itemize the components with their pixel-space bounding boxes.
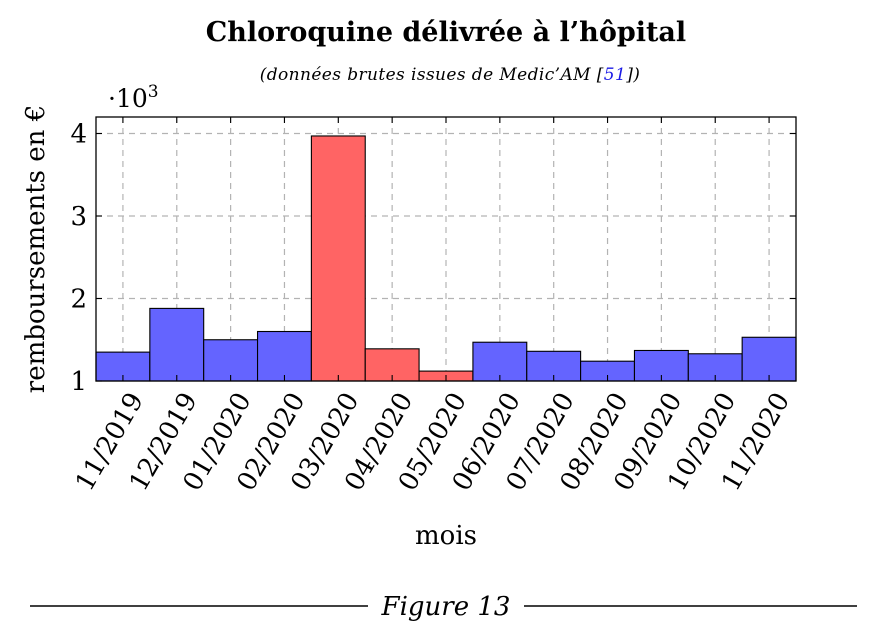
bar-01-2020 [203,339,259,382]
bars [95,135,797,382]
bar-12-2019 [149,307,205,382]
x-tick-labels: 11/201912/201901/202002/202003/202004/20… [70,388,796,497]
chart-title: Chloroquine délivrée à l’hôpital [206,17,686,48]
y-axis-label: remboursements en € [21,105,51,393]
bar-02-2020 [256,330,312,382]
x-axis-label: mois [415,521,477,551]
y-tick-labels: 1 2 3 4 [70,120,87,398]
subtitle-suffix: ]) [625,65,640,85]
bar-03-2020 [310,135,366,382]
axes [95,116,797,382]
y-tick-label: 3 [70,202,87,232]
y-tick-label: 4 [70,120,87,150]
y-axis-multiplier: ·103 [108,82,159,113]
y-tick-label: 2 [70,285,87,315]
y-multiplier-base: ·10 [108,84,148,113]
bar-11-2020 [741,336,797,382]
subtitle-prefix: (données brutes issues de Medic’AM [ [260,65,604,85]
y-tick-label: 1 [70,367,87,397]
subtitle-reference-link[interactable]: 51 [604,65,626,85]
chart-subtitle: (données brutes issues de Medic’AM [51]) [260,65,641,85]
figure-caption: Figure 13 [381,592,511,622]
y-multiplier-exponent: 3 [148,82,159,102]
